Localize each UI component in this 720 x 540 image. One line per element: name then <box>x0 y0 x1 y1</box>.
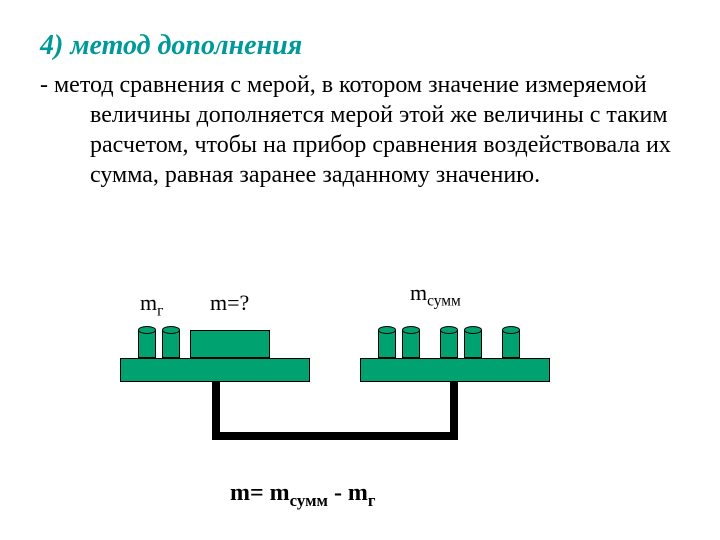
slide-body: - метод сравнения с мерой, в котором зна… <box>40 70 680 190</box>
slide-title: 4) метод дополнения <box>40 30 680 62</box>
slide: 4) метод дополнения - метод сравнения с … <box>0 0 720 540</box>
balance-pan-left <box>120 358 310 382</box>
weight-cylinder <box>138 330 156 358</box>
balance-beam <box>212 432 458 440</box>
balance-pan-right <box>360 358 550 382</box>
balance-diagram: mг m=? mсумм <box>120 290 540 460</box>
label-m-g: mг <box>140 290 163 320</box>
weight-cylinder <box>464 330 482 358</box>
weight-cylinder <box>502 330 520 358</box>
label-m-unknown: m=? <box>210 290 249 316</box>
weight-cylinder <box>440 330 458 358</box>
weight-cylinder <box>402 330 420 358</box>
weight-cylinder <box>378 330 396 358</box>
weight-cylinder <box>162 330 180 358</box>
label-m-sum: mсумм <box>410 280 461 310</box>
formula: m= mсумм - mг <box>230 480 376 511</box>
unknown-mass-block <box>190 330 270 358</box>
